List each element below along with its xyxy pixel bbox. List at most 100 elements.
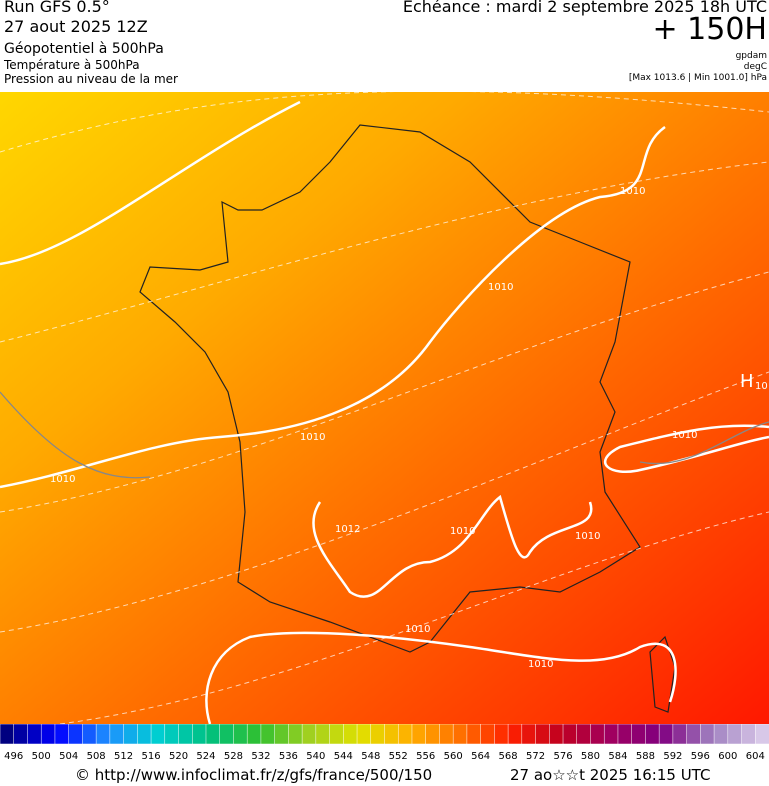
run: Run GFS 0.5° bbox=[4, 0, 110, 16]
isobar-label: 1010 bbox=[488, 282, 513, 293]
colorbar-swatch bbox=[219, 724, 235, 745]
colorbar-swatch bbox=[54, 724, 70, 745]
colorbar-swatch bbox=[521, 724, 537, 745]
field-label: Géopotentiel à 500hPa bbox=[4, 41, 164, 57]
isobar-label: 1010 bbox=[405, 624, 430, 635]
colorbar-label: 508 bbox=[87, 751, 106, 762]
isobar-label: 1010 bbox=[528, 659, 553, 670]
colorbar-swatch bbox=[741, 724, 757, 745]
colorbar-label: 600 bbox=[718, 751, 737, 762]
colorbar-label: 580 bbox=[581, 751, 600, 762]
colorbar-swatch bbox=[370, 724, 386, 745]
isobar-label: 1010 bbox=[450, 526, 475, 537]
colorbar: 496 500 504 508 512 516 520 524 528 532 536 540 544 5… bbox=[0, 724, 769, 762]
colorbar-swatch bbox=[549, 724, 564, 745]
colorbar-label: 568 bbox=[499, 751, 518, 762]
colorbar-swatch bbox=[260, 724, 276, 745]
colorbar-swatch bbox=[658, 724, 674, 745]
colorbar-label: 500 bbox=[32, 751, 51, 762]
colorbar-label: 536 bbox=[279, 751, 298, 762]
colorbar-swatch bbox=[384, 724, 399, 745]
isobar-label: 1010 bbox=[672, 430, 697, 441]
colorbar-swatch bbox=[700, 724, 715, 745]
colorbar-swatch bbox=[562, 724, 578, 745]
colorbar-label: 556 bbox=[416, 751, 435, 762]
isobar-label: 1012 bbox=[335, 524, 360, 535]
colorbar-swatch bbox=[686, 724, 702, 745]
isobars bbox=[0, 100, 769, 724]
colorbar-swatch bbox=[95, 724, 111, 745]
colorbar-swatch bbox=[150, 724, 166, 745]
lead-time: + 150H bbox=[652, 12, 768, 47]
colorbar-label: 524 bbox=[196, 751, 215, 762]
colorbar-swatch bbox=[466, 724, 482, 745]
colorbar-swatch bbox=[13, 724, 29, 745]
colorbar-label: 520 bbox=[169, 751, 188, 762]
field-label: Température à 500hPa bbox=[4, 58, 140, 72]
colorbar-swatch bbox=[617, 724, 633, 745]
colorbar-swatch bbox=[590, 724, 605, 745]
colorbar-swatch bbox=[109, 724, 125, 745]
colorbar-swatch bbox=[439, 724, 454, 745]
colorbar-swatch bbox=[233, 724, 248, 745]
colorbar-swatch bbox=[178, 724, 193, 745]
colorbar-swatch bbox=[755, 724, 769, 745]
colorbar-swatch bbox=[0, 724, 15, 745]
colorbar-swatch bbox=[631, 724, 647, 745]
colorbar-label: 528 bbox=[224, 751, 243, 762]
isobar-label: 1010 bbox=[575, 531, 600, 542]
country-outline bbox=[139, 124, 641, 653]
colorbar-swatch bbox=[82, 724, 97, 745]
colorbar-label: 516 bbox=[142, 751, 161, 762]
isobar-label: 1010 bbox=[300, 432, 325, 443]
colorbar-swatch bbox=[507, 724, 523, 745]
high-marker: H bbox=[740, 371, 754, 392]
colorbar-label: 496 bbox=[4, 751, 23, 762]
colorbar-swatch bbox=[480, 724, 496, 745]
timestamp: 27 ao☆☆t 2025 16:15 UTC bbox=[510, 766, 711, 784]
unit: degC bbox=[743, 62, 767, 72]
colorbar-swatch bbox=[301, 724, 317, 745]
echeance: Echéance : mardi 2 septembre 2025 18h UT… bbox=[402, 0, 767, 16]
colorbar-swatch bbox=[288, 724, 303, 745]
colorbar-swatch bbox=[315, 724, 331, 745]
colorbar-swatch bbox=[246, 724, 262, 745]
colorbar-swatch bbox=[356, 724, 372, 745]
colorbar-label: 548 bbox=[361, 751, 380, 762]
colorbar-swatch bbox=[645, 724, 660, 745]
colorbar-label: 544 bbox=[334, 751, 353, 762]
pressure-line bbox=[0, 391, 769, 479]
pressure-range: [Max 1013.6 | Min 1001.0] hPa bbox=[628, 73, 767, 83]
colorbar-swatch bbox=[205, 724, 221, 745]
field-label: Pression au niveau de la mer bbox=[4, 72, 178, 86]
colorbar-label: 572 bbox=[526, 751, 545, 762]
colorbar-label: 592 bbox=[663, 751, 682, 762]
colorbar-swatch bbox=[535, 724, 551, 745]
high-value: 10 bbox=[755, 381, 768, 392]
colorbar-swatch bbox=[192, 724, 207, 745]
colorbar-swatch bbox=[329, 724, 345, 745]
colorbar-swatch bbox=[123, 724, 139, 745]
corsica-outline bbox=[649, 635, 676, 713]
colorbar-swatch bbox=[274, 724, 290, 745]
colorbar-swatch bbox=[603, 724, 619, 745]
source-url: © http://www.infoclimat.fr/z/gfs/france/… bbox=[75, 766, 433, 784]
colorbar-label: 552 bbox=[389, 751, 408, 762]
colorbar-swatch bbox=[494, 724, 509, 745]
colorbar-label: 504 bbox=[59, 751, 78, 762]
colorbar-label: 564 bbox=[471, 751, 490, 762]
colorbar-swatch bbox=[27, 724, 42, 745]
isobar-label: 1010 bbox=[620, 186, 645, 197]
colorbar-label: 604 bbox=[746, 751, 765, 762]
colorbar-swatch bbox=[452, 724, 468, 745]
colorbar-label: 532 bbox=[251, 751, 270, 762]
colorbar-swatch bbox=[411, 724, 427, 745]
colorbar-swatch bbox=[40, 724, 56, 745]
colorbar-swatch bbox=[425, 724, 441, 745]
geopotential-lines bbox=[0, 92, 769, 724]
colorbar-label: 596 bbox=[691, 751, 710, 762]
colorbar-label: 540 bbox=[306, 751, 325, 762]
colorbar-label: 512 bbox=[114, 751, 133, 762]
